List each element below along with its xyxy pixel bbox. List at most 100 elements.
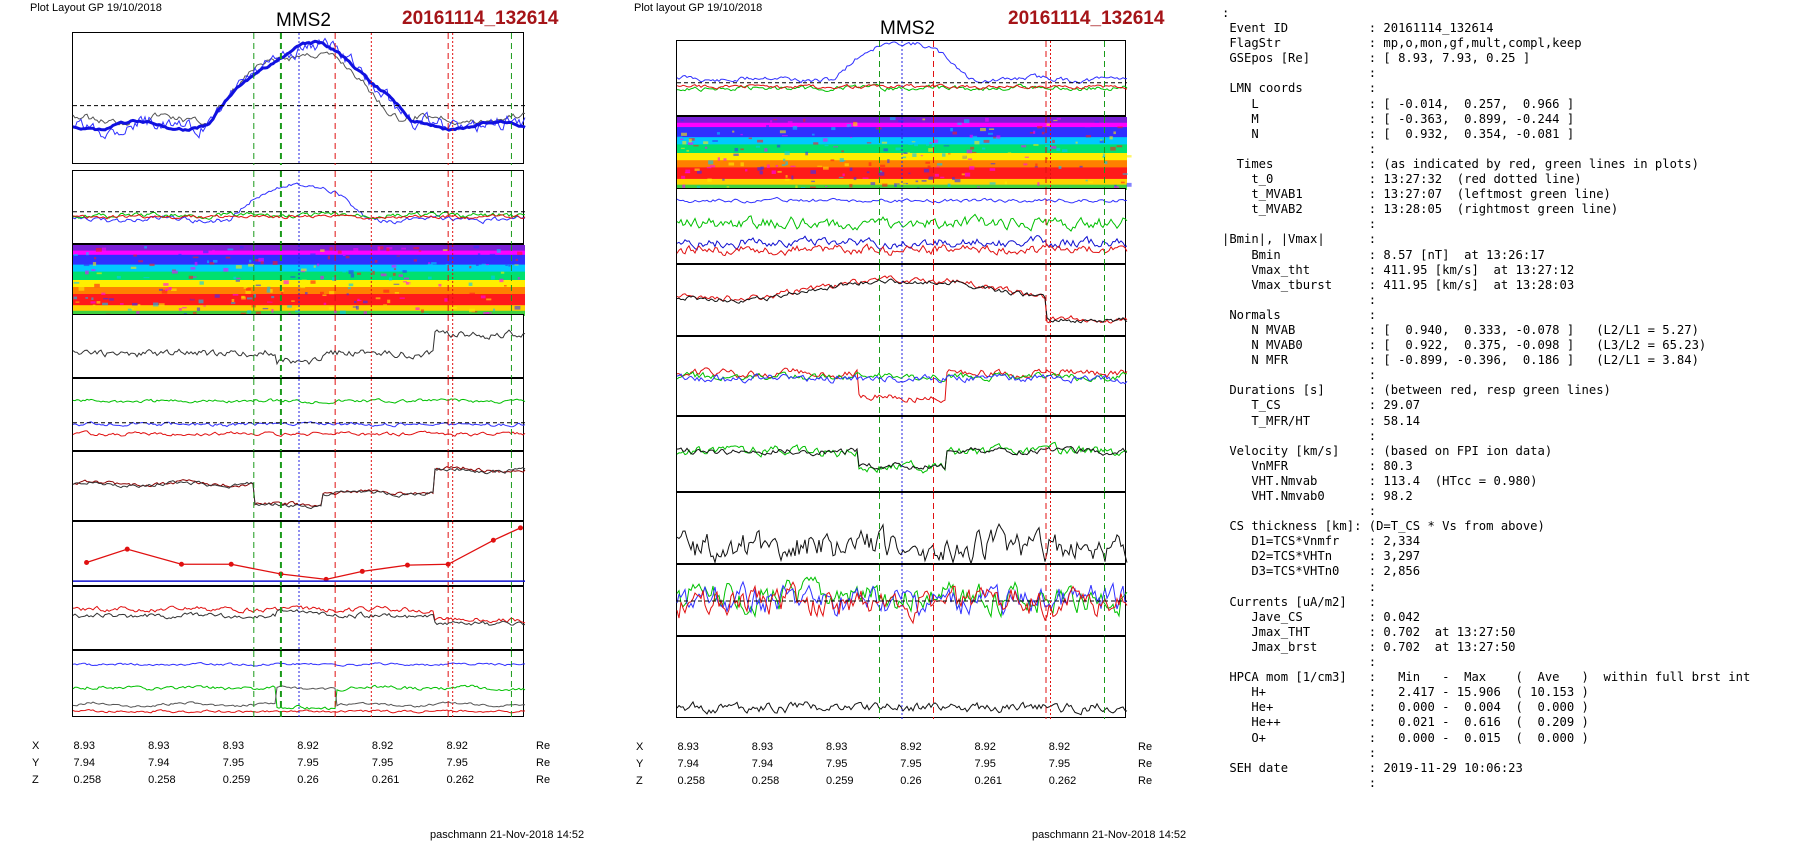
- spectrogram-speckle: [821, 131, 828, 135]
- spectrogram-speckle: [332, 277, 337, 281]
- info-line: :: [1222, 292, 1377, 307]
- spectrogram-speckle: [680, 119, 684, 121]
- spectrogram-speckle: [1056, 147, 1061, 152]
- left-coord-unit: Re: [536, 740, 551, 752]
- right-panel-plot-q9: [676, 637, 1128, 719]
- spectrogram-speckle: [312, 298, 317, 302]
- spectrogram-speckle: [476, 301, 480, 303]
- spectrogram-speckle: [1013, 154, 1016, 158]
- spectrogram-speckle: [694, 168, 700, 171]
- spectrogram-speckle: [372, 270, 375, 275]
- spectrogram-speckle: [936, 166, 940, 168]
- right-panel-q6: [676, 416, 1128, 493]
- left-spacecraft-label: MMS2: [276, 10, 331, 31]
- spectrogram-speckle: [785, 175, 788, 178]
- info-line: Velocity [km/s] : (based on FPI ion data…: [1222, 443, 1553, 458]
- spectrogram-speckle: [171, 288, 177, 292]
- spectrogram-speckle: [380, 273, 387, 277]
- info-line: :: [1222, 504, 1377, 519]
- info-line: VHT.Nmvab : 113.4 (HTcc = 0.980): [1222, 473, 1538, 488]
- right-coord-value: 0.258: [751, 775, 780, 787]
- spectrogram-speckle: [363, 311, 367, 315]
- spectrogram-speckle: [171, 270, 178, 274]
- spectrogram-speckle: [792, 125, 798, 130]
- spectrogram-speckle: [143, 277, 150, 279]
- event-info-text: : Event ID : 20161114_132614 FlagStr : m…: [1222, 6, 1750, 791]
- spectrogram-speckle: [377, 246, 381, 251]
- spectrogram-speckle: [1113, 131, 1116, 135]
- spectrogram-speckle: [172, 269, 176, 271]
- spectrogram-speckle: [291, 300, 295, 302]
- spectrogram-speckle: [850, 136, 853, 138]
- spectrogram-speckle: [1088, 181, 1093, 183]
- spectrogram-speckle: [204, 297, 210, 300]
- spectrogram-speckle: [517, 251, 523, 256]
- spectrogram-speckle: [777, 170, 782, 173]
- info-line: Currents [uA/m2] :: [1222, 594, 1377, 609]
- spectrogram-speckle: [1062, 149, 1068, 153]
- left-coord-axis-label: Z: [32, 774, 39, 786]
- spectrogram-speckle: [740, 133, 743, 136]
- spectrogram-speckle: [880, 164, 886, 168]
- spectrogram-speckle: [481, 263, 486, 268]
- spectrogram-speckle: [271, 309, 274, 313]
- spectrogram-speckle: [347, 287, 352, 290]
- spectrogram-speckle: [677, 136, 683, 139]
- spectrogram-speckle: [255, 259, 260, 262]
- spectrogram-band: [677, 127, 1127, 139]
- spectrogram-speckle: [88, 294, 95, 296]
- spectrogram-speckle: [355, 305, 359, 310]
- spectrogram-speckle: [418, 250, 422, 252]
- spectrogram-speckle: [342, 271, 346, 273]
- spectrogram-speckle: [1037, 125, 1043, 129]
- left-coord-value: 8.93: [222, 740, 245, 752]
- spectrogram-speckle: [272, 261, 278, 265]
- spectrogram-speckle: [940, 132, 945, 137]
- spectrogram-speckle: [813, 142, 819, 145]
- spectrogram-speckle: [491, 275, 495, 280]
- series-line: [73, 211, 526, 220]
- spectrogram-speckle: [868, 162, 872, 167]
- spectrogram-speckle: [313, 265, 316, 268]
- spectrogram-speckle: [161, 289, 168, 294]
- spectrogram-speckle: [976, 186, 980, 188]
- series-line: [72, 430, 526, 437]
- spectrogram-speckle: [258, 257, 264, 262]
- right-coord-unit: Re: [1138, 758, 1153, 770]
- series-line: [72, 708, 526, 714]
- spectrogram-speckle: [940, 176, 945, 179]
- spectrogram-speckle: [1033, 144, 1039, 146]
- right-panel-q1: [676, 40, 1128, 117]
- spectrogram-speckle: [712, 140, 718, 142]
- spectrogram-speckle: [942, 153, 946, 157]
- spectrogram-speckle: [396, 255, 400, 257]
- right-coord-value: 7.94: [751, 758, 774, 770]
- spectrogram-speckle: [92, 262, 97, 266]
- left-coord-unit: Re: [536, 774, 551, 786]
- spectrogram-speckle: [517, 277, 520, 280]
- left-coord-value: 8.93: [73, 740, 95, 752]
- spectrogram-speckle: [842, 173, 845, 177]
- spectrogram-speckle: [932, 154, 937, 157]
- spectrogram-speckle: [428, 262, 431, 265]
- spectrogram-speckle: [206, 260, 210, 264]
- spectrogram-speckle: [811, 133, 815, 136]
- spectrogram-speckle: [849, 167, 853, 172]
- spectrogram-speckle: [1019, 141, 1022, 144]
- info-line: :: [1222, 66, 1377, 81]
- info-line: t_MVAB1 : 13:27:07 (leftmost green line): [1222, 187, 1611, 202]
- spectrogram-speckle: [75, 301, 80, 303]
- spectrogram-speckle: [740, 148, 744, 151]
- he-pp-point: [490, 537, 496, 543]
- spectrogram-speckle: [980, 127, 986, 132]
- spectrogram-band: [73, 254, 525, 266]
- spectrogram-speckle: [963, 119, 970, 124]
- spectrogram-speckle: [235, 279, 240, 282]
- spectrogram-speckle: [853, 122, 858, 127]
- info-line: H+ : 2.417 - 15.906 ( 10.153 ): [1222, 685, 1589, 700]
- spectrogram-speckle: [123, 261, 128, 264]
- spectrogram-speckle: [1050, 145, 1057, 149]
- spectrogram-speckle: [515, 258, 518, 262]
- spectrogram-speckle: [504, 285, 507, 287]
- spectrogram-band: [73, 280, 525, 288]
